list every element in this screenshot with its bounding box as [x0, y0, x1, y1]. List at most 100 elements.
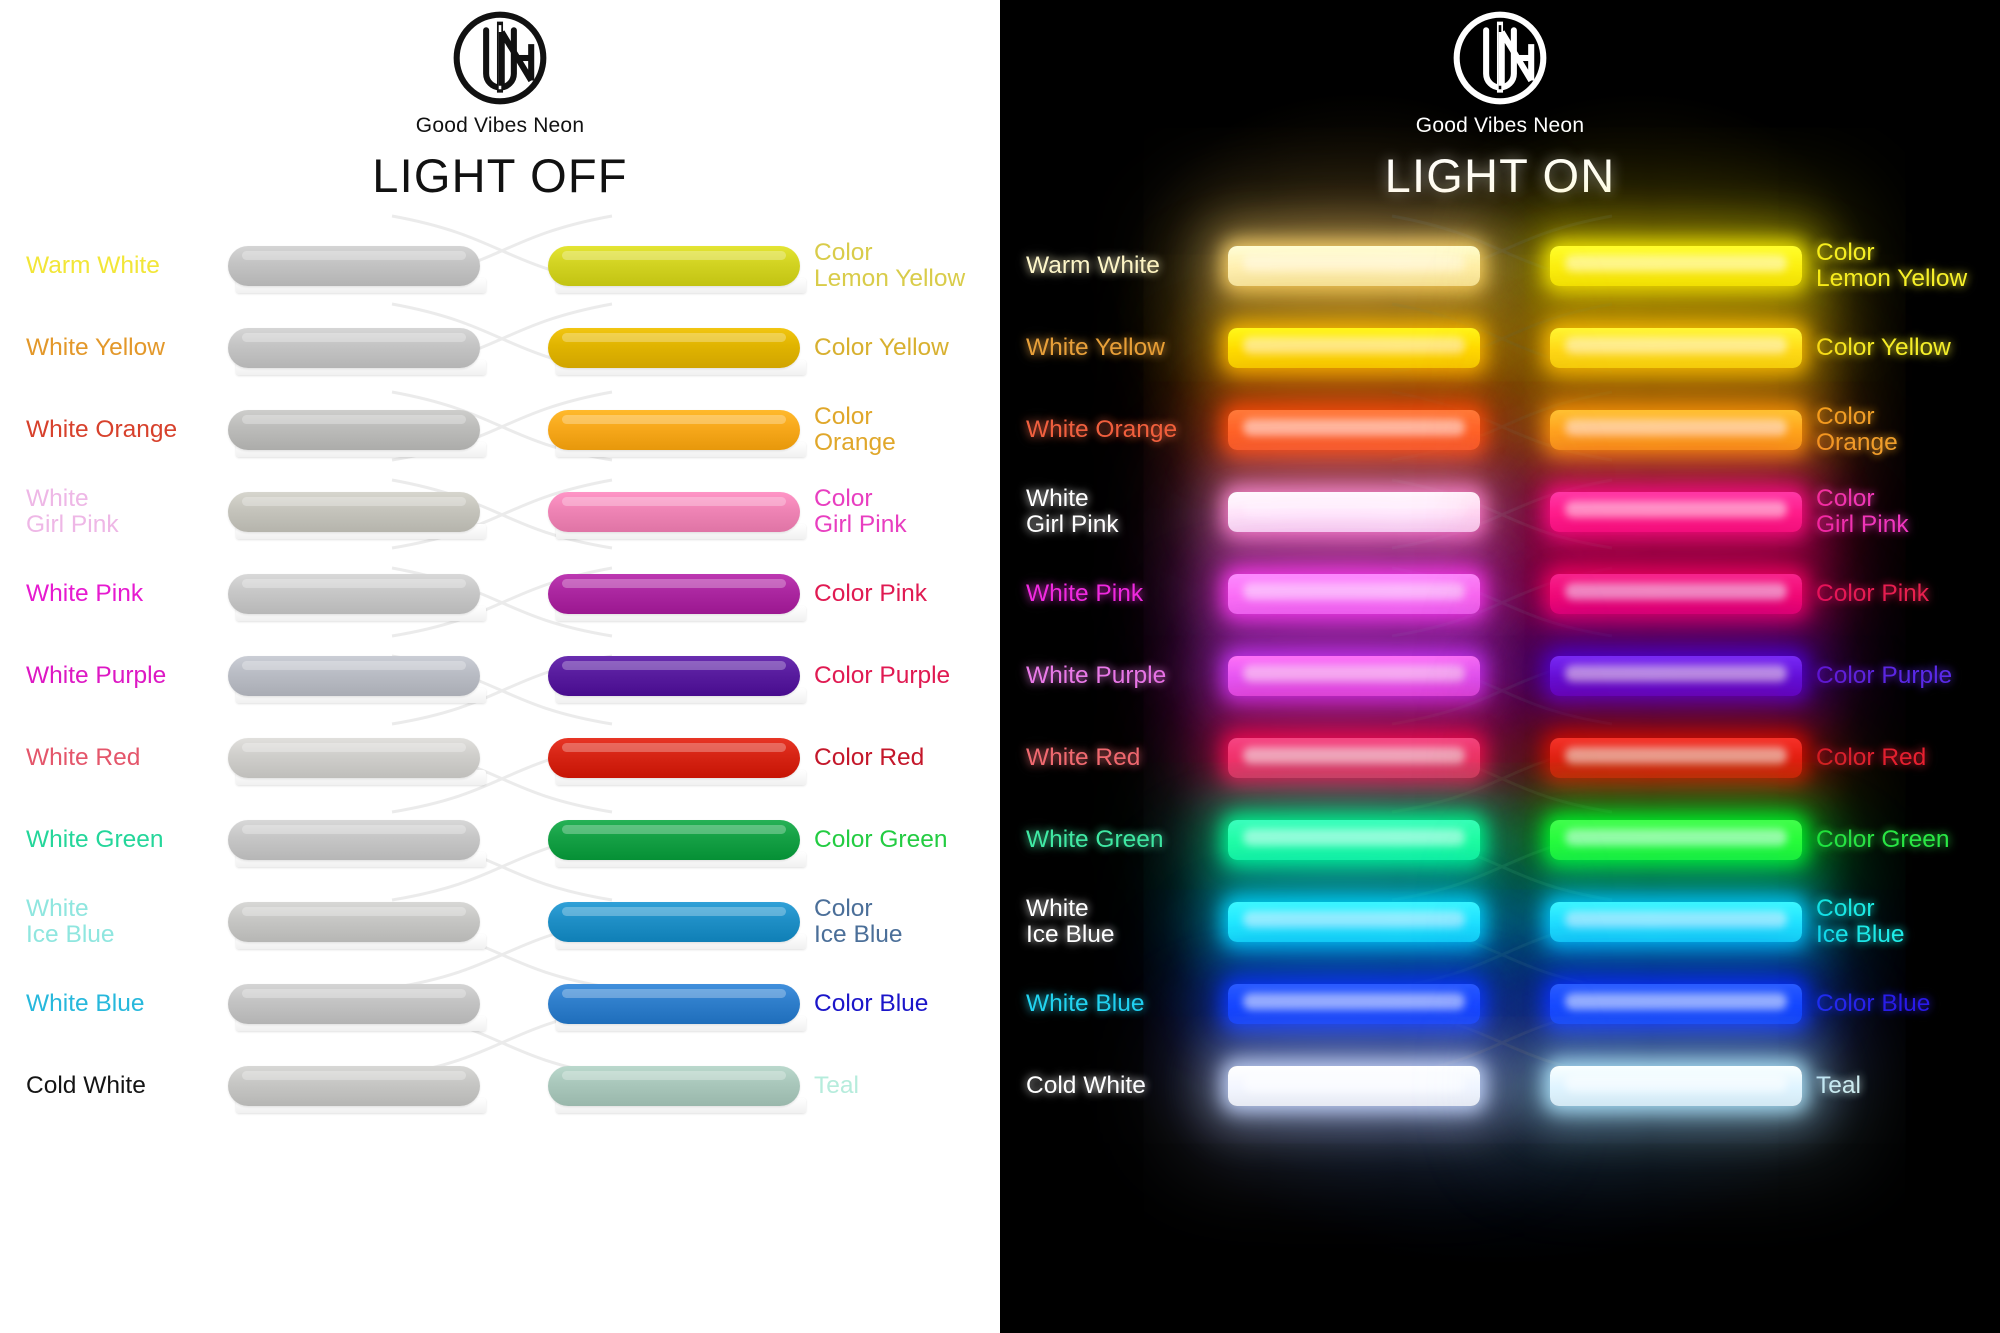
- tube-swatch-on: [1228, 410, 1480, 450]
- tube-swatch-on: [1228, 984, 1480, 1024]
- table-row: Cold White Teal: [1000, 1045, 2000, 1127]
- tube-swatch-on: [1550, 246, 1802, 286]
- table-row: White Purple Color Purple: [0, 635, 1000, 717]
- white-series-label: White Ice Blue: [1026, 894, 1115, 948]
- tube-swatch-off: [548, 738, 806, 785]
- table-row: White Green Color Green: [0, 799, 1000, 881]
- color-series-label: Color Purple: [814, 661, 951, 689]
- table-row: Warm White Color Lemon Yellow: [0, 225, 1000, 307]
- tube-highlight: [1243, 500, 1465, 518]
- tube-swatch-off: [228, 574, 486, 621]
- color-series-label: Color Pink: [1816, 579, 1930, 607]
- table-row: Warm White Color Lemon Yellow: [1000, 225, 2000, 307]
- tube-swatch-off: [548, 492, 806, 539]
- color-series-label: Color Yellow: [1816, 333, 1951, 361]
- tube-swatch-on: [1550, 574, 1802, 614]
- white-series-label: White Purple: [26, 661, 167, 689]
- white-series-label: White Blue: [26, 989, 145, 1017]
- color-series-label: Teal: [814, 1071, 859, 1099]
- tube-highlight: [1243, 582, 1465, 600]
- white-series-label: White Red: [26, 743, 141, 771]
- table-row: Cold White Teal: [0, 1045, 1000, 1127]
- tube-highlight: [1243, 336, 1465, 354]
- tube-swatch-on: [1228, 902, 1480, 942]
- tube-swatch-off: [548, 246, 806, 293]
- tube-highlight: [1565, 992, 1787, 1010]
- tube-swatch-on: [1550, 410, 1802, 450]
- white-series-label: White Girl Pink: [26, 484, 119, 538]
- table-row: White Girl Pink Color Girl Pink: [0, 471, 1000, 553]
- tube-swatch-on: [1550, 820, 1802, 860]
- gvn-monogram-logo-icon: [453, 11, 547, 105]
- tube-highlight: [1565, 746, 1787, 764]
- brand-name-off: Good Vibes Neon: [415, 114, 585, 137]
- table-row: White Orange Color Orange: [1000, 389, 2000, 471]
- tube-highlight: [1565, 336, 1787, 354]
- tube-highlight: [1565, 500, 1787, 518]
- gvn-monogram-logo-icon: [1453, 11, 1547, 105]
- tube-swatch-on: [1228, 820, 1480, 860]
- tube-highlight: [1565, 910, 1787, 928]
- color-series-label: Color Orange: [1816, 402, 1898, 456]
- table-row: White Blue Color Blue: [1000, 963, 2000, 1045]
- white-series-label: Cold White: [26, 1071, 146, 1099]
- white-series-label: Warm White: [26, 251, 160, 279]
- panel-light-on: Good Vibes Neon LIGHT ON Warm Whi: [1000, 0, 2000, 1333]
- color-series-label: Color Blue: [814, 989, 929, 1017]
- color-series-label: Color Lemon Yellow: [814, 238, 966, 292]
- white-series-label: White Pink: [26, 579, 144, 607]
- tube-swatch-on: [1228, 738, 1480, 778]
- tube-swatch-on: [1228, 246, 1480, 286]
- white-series-label: White Purple: [1026, 661, 1167, 689]
- tube-swatch-on: [1228, 328, 1480, 368]
- white-series-label: White Yellow: [26, 333, 165, 361]
- brand-header-off: Good Vibes Neon LIGHT OFF: [0, 0, 1000, 203]
- tube-swatch-on: [1228, 1066, 1480, 1106]
- tube-highlight: [1243, 664, 1465, 682]
- color-series-label: Teal: [1816, 1071, 1861, 1099]
- color-series-label: Color Pink: [814, 579, 928, 607]
- table-row: White Ice Blue Color Ice Blue: [0, 881, 1000, 963]
- tube-highlight: [1243, 992, 1465, 1010]
- tube-highlight: [1243, 418, 1465, 436]
- white-series-label: White Girl Pink: [1026, 484, 1119, 538]
- table-row: White Red Color Red: [0, 717, 1000, 799]
- tube-highlight: [1243, 828, 1465, 846]
- color-series-label: Color Yellow: [814, 333, 949, 361]
- tube-highlight: [1565, 1074, 1787, 1092]
- color-series-label: Color Girl Pink: [814, 484, 907, 538]
- table-row: White Green Color Green: [1000, 799, 2000, 881]
- tube-swatch-on: [1228, 656, 1480, 696]
- tube-swatch-off: [228, 328, 486, 375]
- color-series-label: Color Lemon Yellow: [1816, 238, 1968, 292]
- table-row: White Girl Pink Color Girl Pink: [1000, 471, 2000, 553]
- tube-highlight: [1243, 910, 1465, 928]
- tube-swatch-off: [228, 1066, 486, 1113]
- table-row: White Red Color Red: [1000, 717, 2000, 799]
- table-row: White Blue Color Blue: [0, 963, 1000, 1045]
- tube-highlight: [1565, 664, 1787, 682]
- tube-highlight: [1565, 828, 1787, 846]
- color-series-label: Color Red: [1816, 743, 1927, 771]
- tube-swatch-off: [228, 984, 486, 1031]
- table-row: White Ice Blue Color Ice Blue: [1000, 881, 2000, 963]
- tube-swatch-off: [228, 656, 486, 703]
- color-series-label: Color Blue: [1816, 989, 1931, 1017]
- tube-swatch-off: [548, 820, 806, 867]
- table-row: White Pink Color Pink: [0, 553, 1000, 635]
- white-series-label: White Green: [1026, 825, 1164, 853]
- tube-highlight: [1565, 418, 1787, 436]
- table-row: White Purple Color Purple: [1000, 635, 2000, 717]
- white-series-label: White Green: [26, 825, 164, 853]
- tube-swatch-on: [1550, 738, 1802, 778]
- panel-title-off: LIGHT OFF: [372, 149, 628, 202]
- tube-swatch-off: [548, 574, 806, 621]
- white-series-label: White Ice Blue: [26, 894, 115, 948]
- table-row: White Pink Color Pink: [1000, 553, 2000, 635]
- tube-swatch-off: [228, 410, 486, 457]
- tube-highlight: [1565, 254, 1787, 272]
- color-series-label: Color Red: [814, 743, 925, 771]
- tube-swatch-on: [1550, 984, 1802, 1024]
- tube-swatch-off: [228, 902, 486, 949]
- tube-swatch-on: [1550, 902, 1802, 942]
